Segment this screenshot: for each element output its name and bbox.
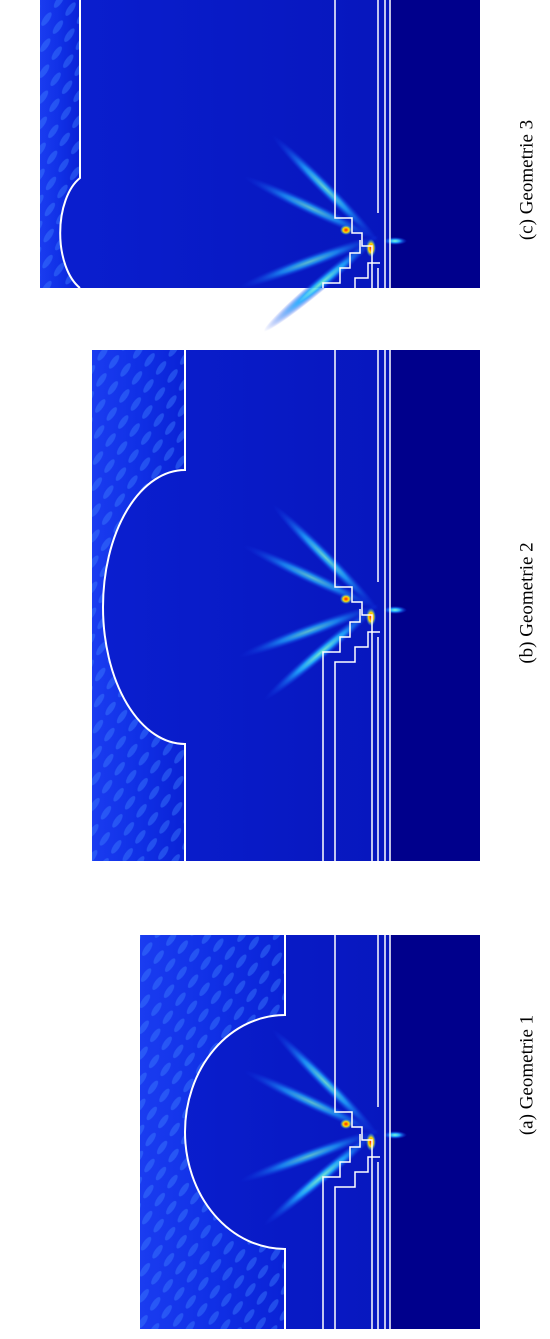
substrate [390,350,480,861]
field-plot: (b) Geometrie 2 [92,350,537,861]
hot-spot [383,606,407,614]
hot-spot [366,239,376,257]
substrate [390,935,480,1329]
panels: (a) Geometrie 1 (b) Geometrie 2 (c) Geomet… [40,0,537,1329]
hot-spot [340,594,352,604]
panel-caption: (b) Geometrie 2 [516,542,537,663]
hot-spot [340,1119,352,1129]
field-plot: (a) Geometrie 1 [140,935,537,1329]
hot-spot [383,237,407,245]
figure: (a) Geometrie 1 (b) Geometrie 2 (c) Geomet… [0,0,550,1339]
hot-spot [366,1133,376,1151]
field-plot: (c) Geometrie 3 [40,0,537,337]
hot-spot [366,608,376,626]
substrate [390,0,480,288]
hot-spot [340,225,352,235]
panel-caption: (c) Geometrie 3 [516,120,537,240]
hot-spot [383,1131,407,1139]
panel-caption: (a) Geometrie 1 [516,1015,537,1135]
